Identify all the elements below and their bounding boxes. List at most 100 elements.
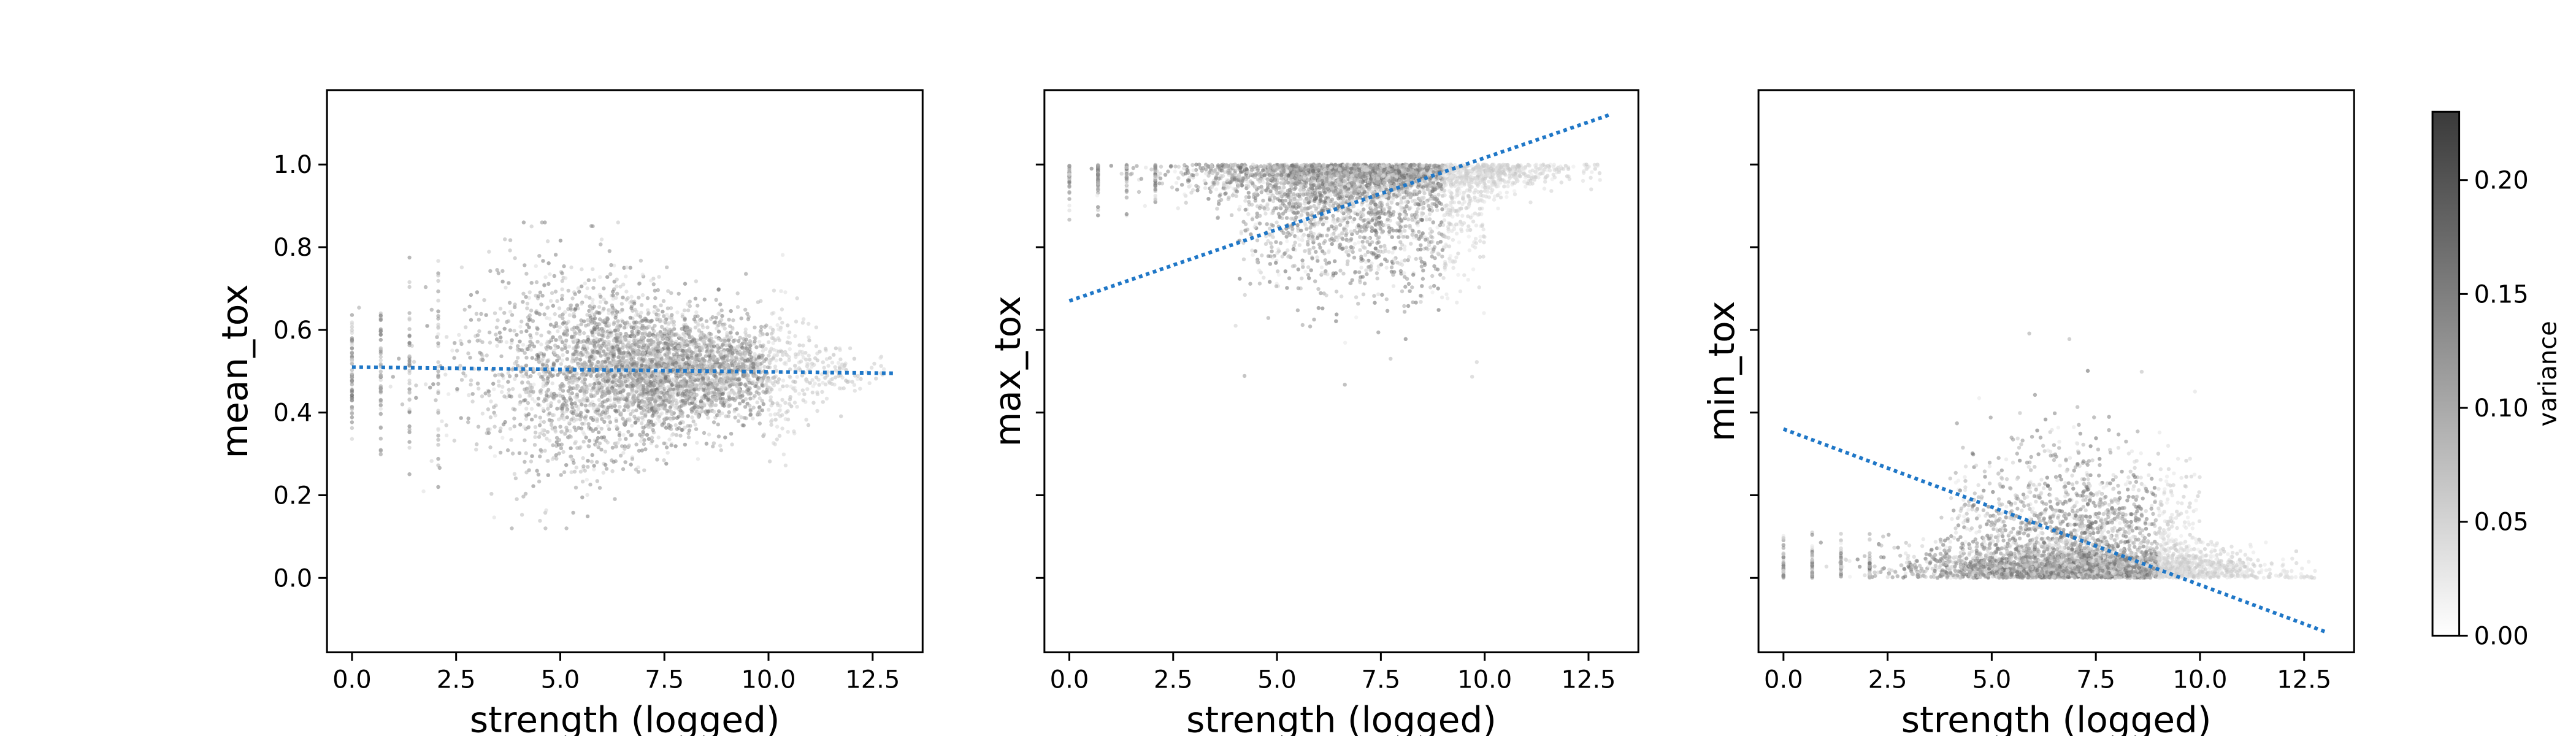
- scatter-point: [663, 358, 667, 362]
- scatter-point: [621, 432, 626, 437]
- scatter-point: [610, 445, 615, 450]
- scatter-point: [696, 323, 700, 328]
- scatter-point: [817, 383, 821, 387]
- scatter-point: [580, 421, 585, 426]
- scatter-point: [780, 253, 785, 257]
- scatter-point: [686, 414, 690, 418]
- scatter-point: [729, 432, 734, 436]
- scatter-point: [543, 383, 548, 387]
- scatter-point: [837, 365, 842, 369]
- scatter-point: [524, 356, 529, 360]
- scatter-point: [795, 375, 799, 379]
- scatter-point: [696, 304, 700, 308]
- scatter-point: [629, 412, 633, 416]
- scatter-point: [542, 399, 546, 404]
- scatter-point: [739, 381, 743, 386]
- scatter-point: [436, 298, 440, 303]
- scatter-point: [584, 414, 588, 418]
- scatter-point: [474, 447, 478, 452]
- scatter-point: [710, 402, 714, 407]
- scatter-point: [555, 299, 559, 304]
- scatter-point: [664, 461, 669, 466]
- scatter-point: [701, 376, 705, 380]
- scatter-point: [444, 423, 448, 427]
- scatter-point: [455, 348, 459, 353]
- scatter-point: [592, 316, 597, 321]
- scatter-point: [561, 450, 565, 454]
- scatter-point: [521, 494, 526, 499]
- scatter-point: [638, 258, 643, 263]
- scatter-point: [588, 482, 592, 487]
- scatter-point: [350, 313, 355, 317]
- scatter-point: [599, 242, 603, 247]
- scatter-point: [494, 325, 499, 329]
- scatter-point: [709, 386, 714, 391]
- scatter-point: [562, 264, 566, 269]
- scatter-point: [350, 357, 355, 361]
- scatter-point: [428, 385, 432, 389]
- scatter-point: [571, 510, 575, 515]
- scatter-point: [479, 358, 484, 362]
- scatter-point: [611, 339, 616, 343]
- scatter-point: [678, 421, 683, 426]
- scatter-point: [694, 342, 699, 347]
- scatter-point: [503, 237, 507, 242]
- scatter-point: [589, 321, 594, 325]
- scatter-point: [780, 350, 784, 354]
- scatter-point: [675, 416, 680, 420]
- scatter-point: [486, 389, 491, 394]
- scatter-point: [683, 442, 688, 447]
- scatter-point: [724, 351, 728, 356]
- scatter-point: [724, 379, 729, 384]
- scatter-point: [477, 329, 481, 334]
- scatter-point: [560, 271, 564, 275]
- scatter-point: [508, 248, 512, 253]
- scatter-point: [624, 289, 629, 294]
- scatter-point: [654, 345, 659, 350]
- scatter-point: [681, 353, 685, 358]
- scatter-point: [493, 374, 497, 378]
- scatter-point: [744, 272, 748, 276]
- scatter-point: [767, 377, 771, 381]
- scatter-point: [378, 350, 383, 354]
- scatter-point: [1109, 164, 1114, 168]
- scatter-point: [706, 416, 710, 420]
- scatter-point: [751, 374, 756, 378]
- scatter-point: [378, 386, 383, 391]
- scatter-point: [498, 307, 503, 311]
- scatter-point: [732, 391, 737, 395]
- scatter-point: [407, 334, 412, 339]
- scatter-point: [530, 397, 535, 401]
- scatter-point: [767, 350, 772, 354]
- scatter-point: [658, 396, 662, 400]
- scatter-point: [726, 414, 730, 418]
- scatter-point: [694, 353, 699, 358]
- scatter-point: [643, 413, 648, 417]
- scatter-point: [636, 385, 640, 389]
- scatter-point: [707, 382, 711, 386]
- scatter-point: [792, 385, 797, 390]
- scatter-point: [756, 386, 761, 390]
- scatter-point: [696, 457, 700, 461]
- scatter-point: [776, 336, 781, 340]
- scatter-point: [711, 356, 716, 361]
- scatter-point: [469, 318, 473, 322]
- scatter-point: [572, 326, 577, 330]
- scatter-point: [736, 419, 741, 423]
- scatter-point: [617, 433, 622, 437]
- scatter-point: [518, 324, 523, 329]
- scatter-point: [681, 391, 685, 396]
- scatter-point: [561, 383, 565, 388]
- scatter-point: [681, 357, 686, 362]
- scatter-point: [529, 348, 533, 352]
- scatter-point: [551, 335, 555, 339]
- scatter-point: [605, 408, 610, 412]
- scatter-point: [630, 457, 635, 461]
- scatter-point: [539, 302, 543, 307]
- scatter-point: [662, 441, 666, 446]
- scatter-point: [664, 386, 669, 390]
- scatter-point: [856, 374, 861, 378]
- scatter-point: [630, 432, 634, 437]
- scatter-point: [650, 439, 654, 443]
- scatter-point: [559, 347, 564, 351]
